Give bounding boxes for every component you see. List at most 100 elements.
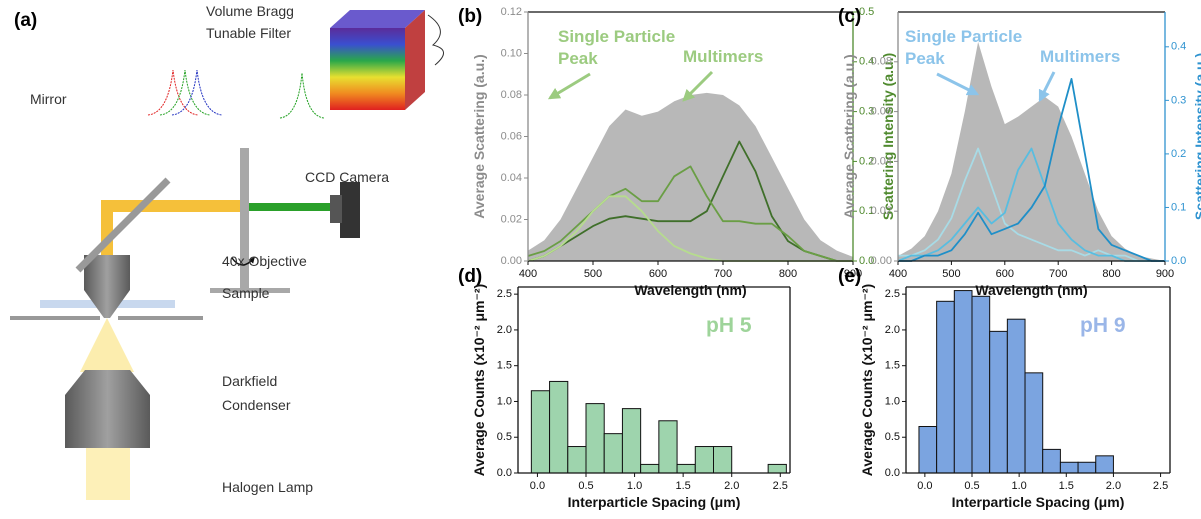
label: Darkfield — [222, 373, 277, 389]
x-tick-label: 900 — [1156, 268, 1174, 280]
condenser — [65, 370, 150, 448]
y-tick-label: 1.0 — [885, 395, 900, 407]
x-tick-label: 800 — [1102, 268, 1120, 280]
bar — [918, 426, 938, 474]
x-tick-label: 600 — [649, 268, 667, 280]
mirror — [75, 177, 171, 273]
x-tick-label: 900 — [844, 268, 862, 280]
x-tick-label: 2.0 — [1106, 480, 1121, 492]
x-tick-label: 0.0 — [530, 480, 545, 492]
bar — [567, 446, 587, 474]
annotation: Peak — [558, 49, 598, 68]
bar — [953, 290, 973, 474]
line — [527, 165, 853, 262]
y-tick-label: 0.04 — [501, 172, 522, 184]
y-tick-label: 1.5 — [885, 360, 900, 372]
x-tick-label: 2.0 — [724, 480, 739, 492]
y2-tick-label: 0.1 — [1171, 201, 1186, 213]
y-tick-label: 2.0 — [497, 324, 512, 336]
line — [898, 78, 1165, 262]
label: Volume Bragg — [206, 3, 294, 19]
y2-axis-label: Scattering Intensity (a.u.) — [1192, 53, 1201, 220]
x-axis-label: Interparticle Spacing (μm) — [568, 494, 741, 510]
y-tick-label: 0.0 — [885, 467, 900, 479]
y-tick-label: 0.02 — [871, 205, 892, 217]
lamp-light — [86, 446, 130, 500]
cube-side — [405, 10, 425, 110]
y2-tick-label: 0.0 — [859, 255, 874, 267]
bar — [1024, 372, 1044, 474]
x-tick-label: 1.0 — [1011, 480, 1026, 492]
line — [898, 147, 1165, 262]
panel-label: (b) — [458, 6, 482, 27]
chart: (d) 0.0 0.5 1.0 1.5 2.0 2.5 0.0 0.5 1.0 1.5 2.0 2.5 I… — [458, 266, 791, 510]
bar — [936, 300, 955, 474]
y-tick-label: 0.06 — [501, 130, 522, 142]
spectrum — [171, 69, 223, 116]
annotation: Single Particle — [905, 27, 1022, 46]
y2-tick-label: 0.0 — [1171, 255, 1186, 267]
y-tick-label: 0.5 — [885, 431, 900, 443]
chart: (b) 400 500 600 700 800 900 0.00 0.02 0.04 0.06 0.0… — [458, 6, 896, 298]
label: Tunable Filter — [206, 25, 291, 41]
light-cone — [80, 318, 134, 372]
bar — [1095, 455, 1114, 474]
panel-label: (a) — [14, 10, 37, 31]
chart: (c) 400 500 600 700 800 900 0.00 0.02 0.04 0.06 0.0… — [838, 6, 1201, 298]
cube-spectrum — [427, 14, 444, 66]
x-tick-label: 2.5 — [773, 480, 788, 492]
label: CCD Camera — [305, 169, 389, 185]
y2-tick-label: 0.1 — [859, 205, 874, 217]
panel-label: (c) — [838, 6, 861, 27]
y-axis-label: Average Counts (x10⁻² μm⁻²) — [471, 284, 487, 476]
bar — [658, 420, 678, 474]
y-tick-label: 1.0 — [497, 395, 512, 407]
x-tick-label: 400 — [519, 268, 537, 280]
y-tick-label: 0.12 — [501, 6, 522, 18]
y-tick-label: 0.00 — [871, 255, 892, 267]
x-tick-label: 0.5 — [578, 480, 593, 492]
y2-axis-label: Scattering Intensity (a.u.) — [880, 53, 896, 220]
annotation: pH 9 — [1080, 314, 1126, 337]
y2-tick-label: 0.3 — [859, 106, 874, 118]
y-tick-label: 2.5 — [885, 288, 900, 300]
ccd-camera — [340, 182, 360, 238]
cube-front — [330, 28, 405, 110]
bar — [713, 446, 733, 474]
area — [898, 41, 1165, 262]
annotation-arrow — [1038, 71, 1056, 103]
beam — [101, 200, 247, 212]
y-tick-label: 0.06 — [871, 106, 892, 118]
x-tick-label: 1.5 — [1059, 480, 1074, 492]
x-axis-label: Wavelength (nm) — [634, 282, 746, 298]
filter — [240, 148, 249, 288]
annotation-arrow — [936, 72, 980, 96]
y2-tick-label: 0.4 — [859, 56, 874, 68]
cube-top — [330, 10, 425, 28]
stage — [10, 316, 100, 320]
y2-tick-label: 0.4 — [1171, 41, 1186, 53]
y-axis-label: Average Counts (x10⁻² μm⁻²) — [859, 284, 875, 476]
x-tick-label: 400 — [889, 268, 907, 280]
panel-label: (e) — [838, 266, 861, 287]
line — [897, 147, 1165, 262]
annotation: Multimers — [1040, 47, 1120, 66]
y-tick-label: 0.10 — [501, 47, 522, 59]
y2-tick-label: 0.3 — [1171, 94, 1186, 106]
bar — [676, 463, 696, 474]
x-tick-label: 0.5 — [964, 480, 979, 492]
y-tick-label: 0.02 — [501, 213, 522, 225]
annotation-arrow — [682, 70, 714, 102]
annotation-arrow — [547, 72, 591, 100]
objective — [84, 255, 130, 318]
bar — [1059, 461, 1079, 474]
x-tick-label: 600 — [996, 268, 1014, 280]
y-tick-label: 0.08 — [501, 89, 522, 101]
annotation: Multimers — [683, 47, 763, 66]
y-tick-label: 0.00 — [501, 255, 522, 267]
bar — [585, 403, 605, 474]
y-tick-label: 0.04 — [871, 155, 892, 167]
x-tick-label: 700 — [714, 268, 732, 280]
y-axis-label: Average Scattering (a.u.) — [841, 54, 857, 218]
